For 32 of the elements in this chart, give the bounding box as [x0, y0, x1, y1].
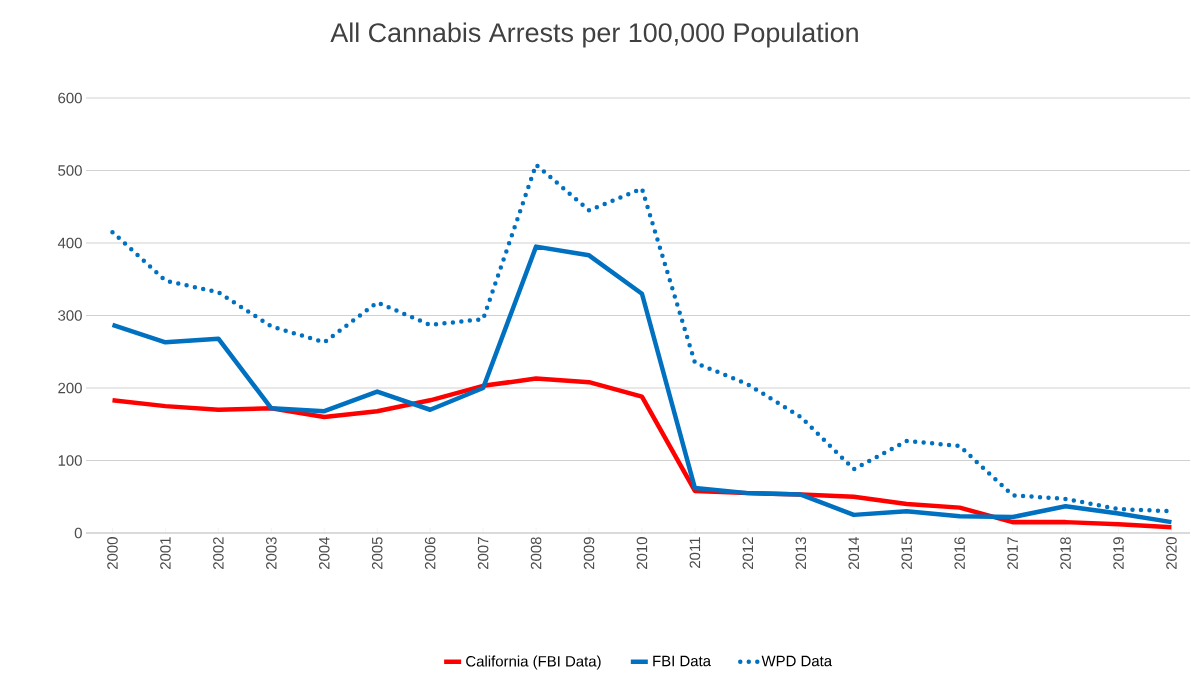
- y-tick-label: 400: [57, 237, 82, 249]
- x-tick-label: 2011: [689, 537, 701, 568]
- y-tick-label: 500: [58, 165, 82, 176]
- x-tick-label: 2020: [1166, 537, 1177, 570]
- x-tick-label: 2007: [477, 537, 489, 570]
- y-tick-label: 600: [58, 92, 82, 104]
- x-tick-label: 2012: [742, 537, 754, 570]
- x-tick-label: 2018: [1060, 537, 1071, 570]
- x-tick-label: 2003: [266, 537, 277, 570]
- legend-label: FBI Data: [653, 655, 712, 667]
- y-tick-label: 200: [58, 382, 82, 394]
- x-tick-label: 2001: [160, 537, 171, 570]
- x-tick-label: 2016: [954, 537, 965, 570]
- x-tick-label: 2017: [1007, 537, 1018, 570]
- x-tick-label: 2013: [795, 537, 807, 570]
- x-tick-label: 2014: [848, 536, 860, 570]
- x-tick-label: 2010: [636, 537, 648, 570]
- y-tick-label: 0: [74, 527, 82, 539]
- x-tick-label: 2005: [371, 537, 383, 570]
- x-tick-label: 2008: [530, 537, 542, 570]
- legend-label: California (FBI Data): [466, 655, 601, 670]
- y-tick-label: 100: [58, 455, 82, 466]
- y-tick-label: 300: [58, 310, 82, 321]
- x-tick-label: 2009: [583, 537, 595, 570]
- x-tick-label: 2015: [901, 537, 912, 570]
- x-tick-label: 2019: [1113, 537, 1124, 570]
- x-tick-label: 2006: [424, 537, 436, 570]
- x-tick-label: 2000: [107, 537, 118, 570]
- chart-title: All Cannabis Arrests per 100,000 Population: [330, 22, 858, 48]
- x-tick-label: 2002: [213, 537, 224, 570]
- x-tick-label: 2004: [318, 536, 330, 570]
- legend-label: WPD Data: [761, 655, 833, 667]
